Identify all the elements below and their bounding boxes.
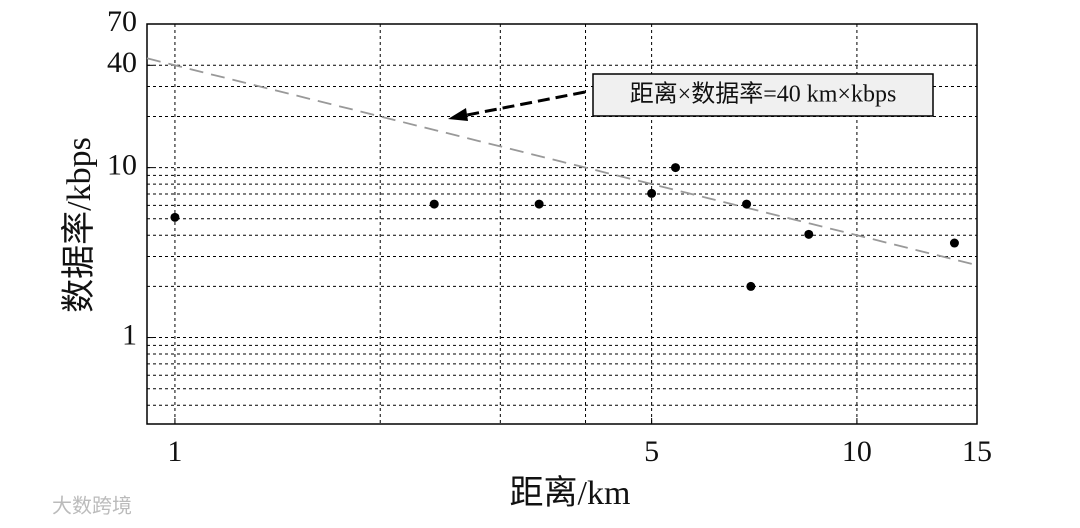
point <box>742 199 752 209</box>
annotation-text: 距离×数据率=40 km×kbps <box>630 81 897 108</box>
annotation-box <box>592 73 934 117</box>
point <box>949 238 959 248</box>
point <box>429 199 439 209</box>
y-tick-label: 1 <box>122 318 137 351</box>
point <box>804 229 814 239</box>
x-tick-label: 15 <box>962 435 992 468</box>
x-tick-label: 5 <box>644 435 659 468</box>
y-axis-label: 数据率/kbps <box>60 137 98 313</box>
point <box>534 199 544 209</box>
point <box>671 163 681 173</box>
watermark: 大数跨境 <box>52 494 132 518</box>
arrow-head <box>448 108 468 121</box>
y-tick-label: 40 <box>107 46 137 79</box>
plot-frame <box>146 23 978 425</box>
annotation-arrow <box>461 90 586 118</box>
x-tick-label: 1 <box>167 435 182 468</box>
reference-line <box>146 57 978 267</box>
point <box>170 212 180 222</box>
point <box>746 281 756 291</box>
x-tick-label: 10 <box>842 435 872 468</box>
y-tick-label: 70 <box>107 5 137 38</box>
point <box>647 188 657 198</box>
x-axis-label: 距离/km <box>510 474 631 512</box>
y-tick-label: 10 <box>107 149 137 182</box>
